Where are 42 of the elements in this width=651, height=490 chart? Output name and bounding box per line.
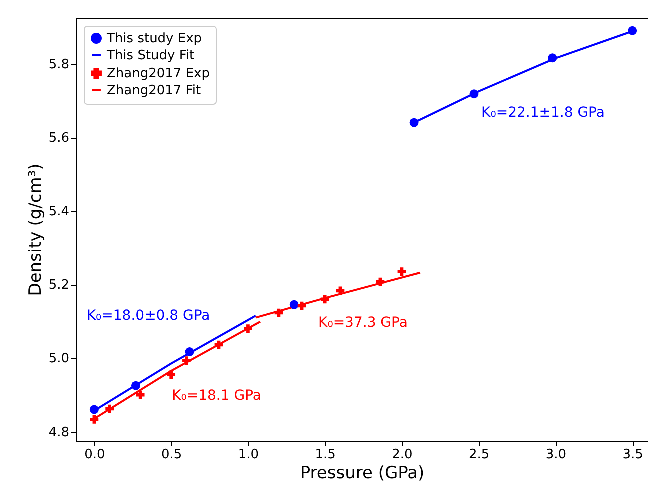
legend-label: Zhang2017 Exp	[107, 66, 210, 82]
y-tick-label: 4.8	[48, 425, 70, 440]
x-tick-label: 3.0	[546, 448, 567, 462]
y-axis-title: Density (g/cm³)	[26, 164, 46, 296]
point	[398, 268, 406, 276]
annotation: K₀=18.1 GPa	[172, 388, 262, 404]
legend-label: Zhang2017 Fit	[107, 84, 202, 98]
x-tick-label: 3.5	[622, 448, 644, 462]
y-tick-label: 5.8	[48, 57, 70, 72]
point	[90, 405, 99, 414]
x-tick-label: 1.0	[238, 448, 260, 462]
point	[376, 278, 385, 286]
y-tick-label: 5.4	[48, 204, 70, 220]
point	[182, 356, 191, 365]
x-tick-label: 0.0	[84, 448, 106, 462]
x-axis-title: Pressure (GPa)	[300, 464, 425, 484]
point	[548, 54, 558, 63]
point	[410, 118, 419, 128]
y-tick-label: 5.2	[48, 278, 70, 294]
legend-label: This Study Fit	[106, 48, 195, 64]
point	[131, 381, 140, 390]
point	[167, 370, 176, 379]
point	[470, 90, 479, 99]
point	[136, 390, 145, 400]
annotation: K₀=18.0±0.8 GPa	[86, 308, 210, 324]
annotation: K₀=37.3 GPa	[318, 314, 408, 331]
point	[106, 404, 114, 414]
point	[336, 286, 345, 296]
point	[320, 295, 330, 304]
x-tick-label: 2.0	[392, 448, 413, 462]
point	[290, 300, 299, 310]
x-tick-label: 2.5	[469, 448, 490, 462]
point	[185, 348, 194, 356]
annotation: K₀=22.1±1.8 GPa	[482, 105, 605, 122]
y-tick-label: 5.0	[48, 352, 70, 367]
point	[90, 415, 99, 424]
x-tick-label: 0.5	[161, 448, 182, 462]
y-tick-label: 5.6	[48, 131, 70, 146]
point	[244, 324, 252, 333]
legend-label: This study Exp	[106, 32, 202, 46]
x-tick-label: 1.5	[315, 448, 336, 462]
point	[628, 26, 638, 36]
